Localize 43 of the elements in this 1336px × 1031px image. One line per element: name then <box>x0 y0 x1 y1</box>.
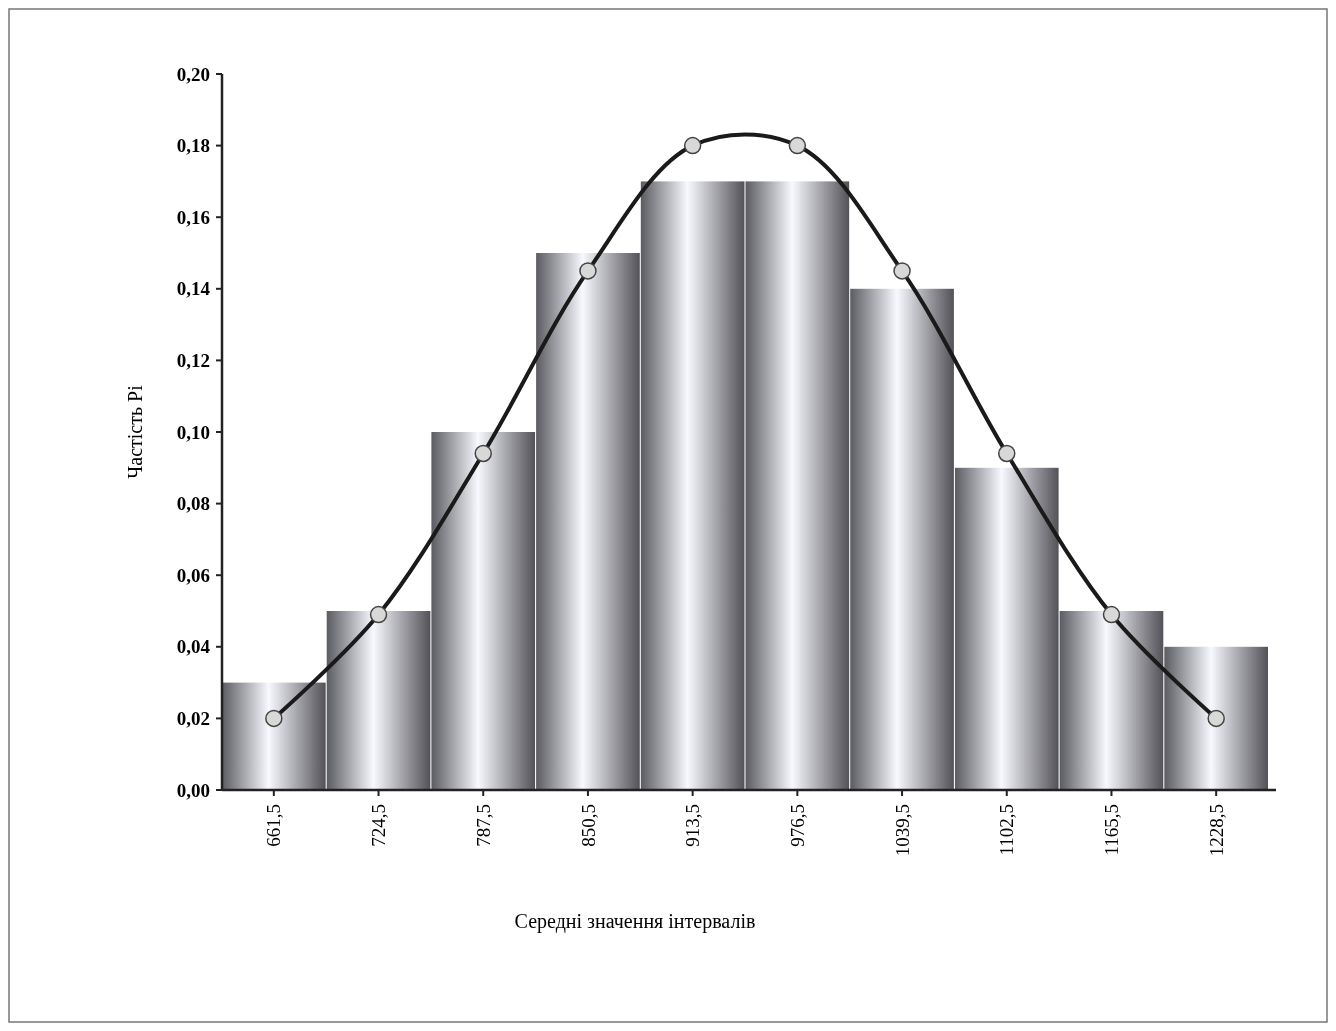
point <box>265 709 283 728</box>
x-tick-label: 1102,5 <box>996 804 1018 856</box>
y-tick-label: 0,00 <box>176 779 210 801</box>
point <box>579 262 597 280</box>
point <box>788 136 807 155</box>
point <box>474 444 492 463</box>
point <box>1207 709 1225 728</box>
y-tick-label: 0,18 <box>176 135 210 157</box>
y-tick-label: 0,04 <box>176 636 211 658</box>
x-tick-label: 661,5 <box>263 804 285 847</box>
x-tick-label: 1228,5 <box>1205 804 1227 857</box>
point <box>998 444 1016 463</box>
point <box>683 136 702 155</box>
y-tick-label: 0,10 <box>176 421 210 443</box>
point <box>369 605 388 624</box>
x-tick-label: 1165,5 <box>1101 804 1123 856</box>
x-tick-label: 787,5 <box>472 804 494 847</box>
bar <box>1059 611 1164 790</box>
bar <box>850 288 954 790</box>
bar <box>954 467 1059 790</box>
bar <box>745 181 850 790</box>
x-tick-label: 724,5 <box>368 804 390 847</box>
bar <box>640 181 745 790</box>
x-tick-label: 976,5 <box>787 804 808 847</box>
x-tick-label: 913,5 <box>682 804 704 847</box>
y-tick-label: 0,02 <box>176 708 210 730</box>
point <box>1102 605 1121 624</box>
bar <box>222 682 326 790</box>
y-tick-label: 0,06 <box>176 564 210 586</box>
point <box>893 262 911 280</box>
bar <box>536 253 640 790</box>
y-tick-label: 0,16 <box>176 206 210 228</box>
y-tick-label: 0,14 <box>176 278 211 300</box>
y-axis-title: Частість Pi <box>124 384 146 479</box>
y-tick-label: 0,12 <box>176 350 210 372</box>
x-axis-title: Середні значення інтервалів <box>514 910 756 933</box>
bar <box>431 432 536 790</box>
bar <box>1164 646 1268 790</box>
y-tick-label: 0,08 <box>176 493 210 515</box>
y-tick-label: 0,20 <box>176 63 210 85</box>
x-tick-label: 850,5 <box>577 804 599 847</box>
x-tick-label: 1039,5 <box>891 804 913 857</box>
bar <box>326 611 431 790</box>
